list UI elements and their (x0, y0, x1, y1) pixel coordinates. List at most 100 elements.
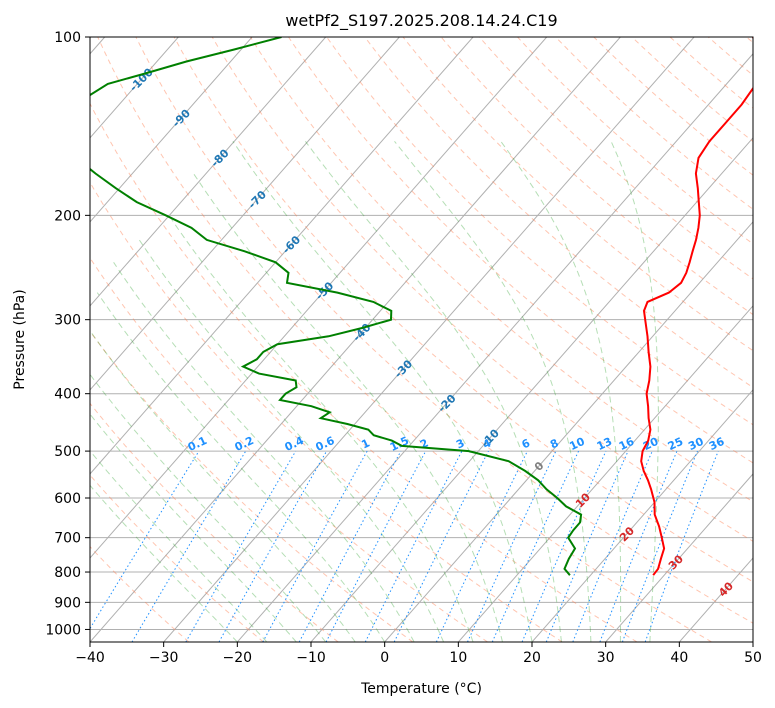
moist-adiabat-line (113, 262, 415, 642)
dry-adiabat-line (402, 37, 753, 352)
x-tick-label: −20 (223, 650, 253, 666)
mixing-ratio-label: 2 (418, 436, 430, 451)
x-axis-ticks: −40 −30 −20 −10 0 10 20 30 40 50 (75, 642, 762, 666)
mixing-ratio-line (298, 450, 402, 642)
moist-adiabat-line (96, 292, 386, 642)
dry-adiabat-line (135, 37, 753, 624)
dry-adiabat-line (90, 545, 190, 642)
mixing-ratio-line (621, 450, 698, 642)
dry-adiabat-line (364, 37, 753, 388)
dry-adiabat-line (746, 37, 753, 44)
moist-adiabat-line (193, 173, 503, 642)
moist-adiabat-line (232, 141, 533, 642)
background-lines (90, 37, 753, 642)
moist-adiabat-line (610, 141, 659, 642)
mixing-ratio-line (218, 450, 328, 642)
dry-adiabat-line (593, 37, 753, 176)
moist-adiabat-line (90, 329, 356, 642)
isotherm-line (310, 137, 753, 642)
mixing-ratio-label: 16 (617, 435, 637, 453)
mixing-ratio-line (644, 450, 719, 642)
mixing-ratio-label: 6 (520, 436, 533, 451)
dry-adiabat-line (90, 102, 638, 642)
y-tick-label: 900 (54, 595, 81, 611)
y-tick-label: 600 (54, 491, 81, 507)
isotherm-line (90, 37, 253, 223)
y-tick-label: 300 (54, 313, 81, 329)
dry-adiabat-line (249, 37, 753, 503)
isotherm-line (457, 305, 753, 642)
mixing-ratio-line (185, 450, 297, 642)
moist-adiabat-line (394, 140, 592, 642)
dry-adiabat-line (326, 37, 753, 426)
y-tick-label: 700 (54, 531, 81, 547)
isotherm-line (90, 37, 474, 475)
plot-frame (89, 36, 754, 643)
y-axis-ticks: 100 200 300 400 500 600 700 800 900 1000 (45, 30, 90, 638)
dry-adiabat-line (440, 37, 753, 316)
mixing-ratio-line (325, 450, 427, 642)
moist-adiabat-line (90, 373, 327, 642)
isotherm-line (163, 37, 695, 642)
dry-adiabat-line (90, 181, 563, 642)
mixing-ratio-label: 30 (686, 435, 706, 453)
isotherm-line (90, 37, 548, 559)
dewpoint-profile (90, 37, 583, 576)
isotherm-line (90, 37, 327, 307)
y-axis-label: Pressure (hPa) (12, 289, 28, 389)
mixing-ratio-line (572, 450, 653, 642)
y-tick-label: 500 (54, 444, 81, 460)
x-tick-label: 0 (380, 650, 389, 666)
mixing-ratio-line (90, 450, 200, 630)
mixing-ratio-line (599, 450, 678, 642)
y-tick-label: 1000 (45, 622, 81, 638)
isotherm-label: -100 (127, 65, 156, 94)
y-tick-label: 400 (54, 387, 81, 403)
dry-adiabat-line (288, 37, 753, 464)
isotherm-line (752, 641, 753, 642)
isotherm-line (605, 473, 753, 642)
isotherm-line (236, 53, 753, 642)
y-tick-label: 800 (54, 565, 81, 581)
x-tick-label: 40 (670, 650, 688, 666)
dry-adiabat-line (90, 402, 339, 642)
sounding-profiles (90, 37, 753, 576)
x-tick-label: 20 (523, 650, 541, 666)
mixing-ratio-label: 36 (707, 435, 727, 453)
mixing-ratio-label: 13 (595, 435, 614, 453)
x-axis-label: Temperature (°C) (360, 681, 482, 697)
dry-adiabat-line (478, 37, 753, 280)
dry-adiabat-line (173, 37, 753, 583)
mixing-ratio-label: 20 (641, 435, 661, 453)
x-tick-label: −40 (75, 650, 105, 666)
y-tick-label: 100 (54, 30, 81, 46)
line-labels: 0.1 0.2 0.4 0.6 1 1.5 2 3 4 6 8 10 13 16 20 25 30 36-100-… (127, 65, 736, 599)
mixing-ratio-line (435, 450, 528, 642)
isotherm-line (90, 37, 621, 642)
mixing-ratio-line (393, 450, 489, 642)
x-tick-label: 10 (449, 650, 467, 666)
moist-adiabat-line (138, 239, 445, 642)
mixing-ratio-line (262, 450, 368, 642)
mixing-ratio-label: 25 (666, 435, 685, 453)
x-tick-label: −10 (296, 650, 326, 666)
dry-adiabat-line (90, 330, 414, 642)
x-tick-label: 50 (744, 650, 762, 666)
chart-title: wetPf2_S197.2025.208.14.24.C19 (285, 11, 557, 31)
mixing-ratio-label: 10 (567, 435, 587, 453)
moist-adiabat-line (168, 215, 474, 642)
mixing-ratio-line (131, 450, 247, 642)
temperature-profile (640, 37, 753, 576)
moist-adiabat-line (500, 141, 622, 642)
dry-adiabat-line (631, 37, 753, 143)
isotherm-line (90, 37, 400, 391)
dry-adiabat-line (517, 37, 753, 245)
mixing-ratio-line (545, 450, 629, 642)
dry-adiabat-line (707, 37, 753, 76)
isotherm-line (531, 389, 753, 642)
moist-adiabat-line (90, 413, 297, 642)
dry-adiabat-line (555, 37, 753, 210)
y-tick-label: 200 (54, 208, 81, 224)
x-tick-label: −30 (149, 650, 179, 666)
